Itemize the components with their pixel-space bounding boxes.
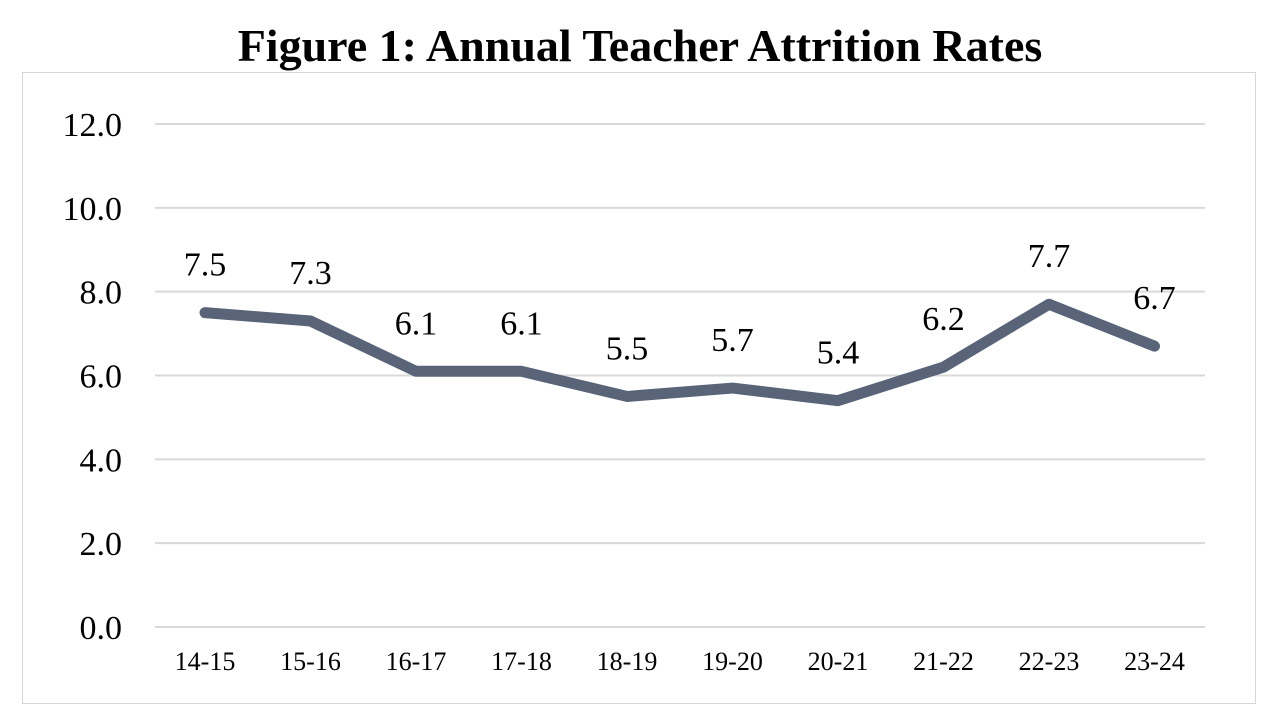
- data-label: 7.7: [1028, 238, 1071, 275]
- x-tick-label: 20-21: [808, 647, 869, 676]
- gridlines: [155, 123, 1205, 628]
- series-line: [199, 298, 1160, 407]
- y-tick-label: 6.0: [80, 359, 123, 396]
- chart-frame: [22, 72, 1256, 704]
- data-label: 5.4: [817, 335, 860, 372]
- data-label: 7.3: [289, 255, 332, 292]
- x-tick-label: 19-20: [702, 647, 763, 676]
- data-label: 6.1: [395, 305, 438, 342]
- data-label: 6.7: [1133, 280, 1176, 317]
- x-tick-label: 22-23: [1019, 647, 1080, 676]
- x-tick-label: 15-16: [280, 647, 341, 676]
- y-tick-label: 8.0: [80, 275, 123, 312]
- y-tick-label: 4.0: [80, 442, 123, 479]
- series-group: [199, 298, 1160, 407]
- data-label: 5.7: [711, 322, 754, 359]
- x-tick-label: 18-19: [597, 647, 658, 676]
- data-label: 6.2: [922, 301, 965, 338]
- x-tick-label: 21-22: [913, 647, 974, 676]
- x-tick-label: 23-24: [1124, 647, 1185, 676]
- x-tick-label: 17-18: [491, 647, 552, 676]
- y-tick-label: 2.0: [80, 526, 123, 563]
- y-tick-label: 12.0: [63, 107, 123, 144]
- data-label: 6.1: [500, 305, 543, 342]
- y-axis-ticks: 0.0 2.0 4.0 6.0 8.0 10.0 12.0: [63, 107, 123, 647]
- x-tick-label: 14-15: [175, 647, 236, 676]
- y-tick-label: 0.0: [80, 610, 123, 647]
- x-tick-label: 16-17: [386, 647, 447, 676]
- y-tick-label: 10.0: [63, 191, 123, 228]
- data-labels: 7.5 7.3 6.1 6.1 5.5 5.7 5.4 6.2 7.7 6.7: [184, 238, 1176, 371]
- chart-title: Figure 1: Annual Teacher Attrition Rates: [237, 20, 1043, 71]
- data-label: 5.5: [606, 330, 649, 367]
- data-label: 7.5: [184, 247, 227, 284]
- x-axis-ticks: 14-15 15-16 16-17 17-18 18-19 19-20 20-21 21-22…: [175, 647, 1185, 676]
